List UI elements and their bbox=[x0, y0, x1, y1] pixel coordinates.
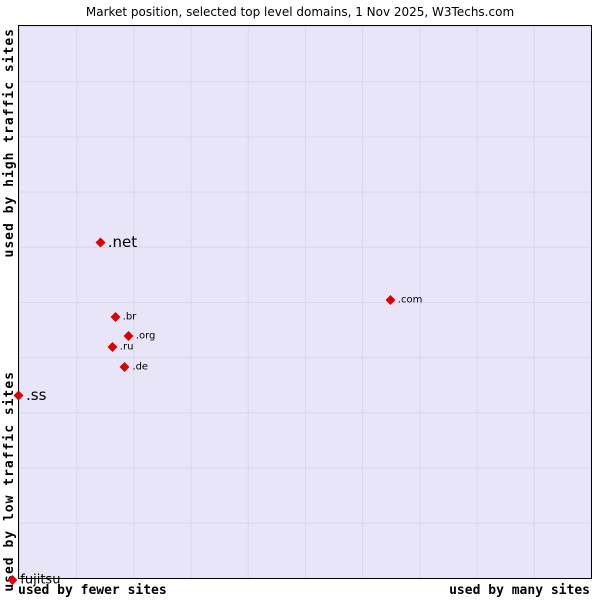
data-point-ru: .ru bbox=[107, 341, 134, 353]
data-point-fujitsu: fujitsu bbox=[7, 572, 61, 588]
diamond-marker-icon bbox=[95, 237, 106, 248]
y-axis-label-high-traffic: used by high traffic sites bbox=[2, 28, 17, 258]
point-label: .net bbox=[107, 233, 138, 252]
data-point-org: .org bbox=[123, 330, 156, 342]
diamond-marker-icon bbox=[385, 295, 396, 306]
point-label: .de bbox=[132, 361, 149, 373]
point-label: .ss bbox=[26, 386, 47, 405]
point-label: .br bbox=[122, 311, 137, 323]
diamond-marker-icon bbox=[110, 312, 121, 323]
point-label: .ru bbox=[119, 341, 134, 353]
data-point-com: .com bbox=[385, 294, 423, 306]
x-axis-labels: used by fewer sites used by many sites bbox=[18, 583, 590, 598]
x-axis-label-many-sites: used by many sites bbox=[449, 583, 590, 598]
diamond-marker-icon bbox=[13, 390, 24, 401]
data-point-de: .de bbox=[119, 361, 149, 373]
diamond-marker-icon bbox=[7, 574, 18, 585]
y-axis-label-low-traffic: used by low traffic sites bbox=[2, 371, 17, 592]
chart-title: Market position, selected top level doma… bbox=[85, 5, 515, 19]
plot-area: .net .com .br .org .ru .de .ss fujitsu bbox=[7, 25, 592, 587]
diamond-marker-icon bbox=[123, 331, 134, 342]
diamond-marker-icon bbox=[119, 362, 130, 373]
data-point-ss: .ss bbox=[13, 386, 47, 405]
point-label: fujitsu bbox=[20, 572, 61, 588]
point-label: .org bbox=[135, 330, 156, 342]
diamond-marker-icon bbox=[107, 342, 118, 353]
data-point-net: .net bbox=[95, 233, 138, 252]
x-axis-label-fewer-sites: used by fewer sites bbox=[18, 583, 167, 598]
data-point-br: .br bbox=[110, 311, 137, 323]
point-label: .com bbox=[397, 294, 423, 306]
